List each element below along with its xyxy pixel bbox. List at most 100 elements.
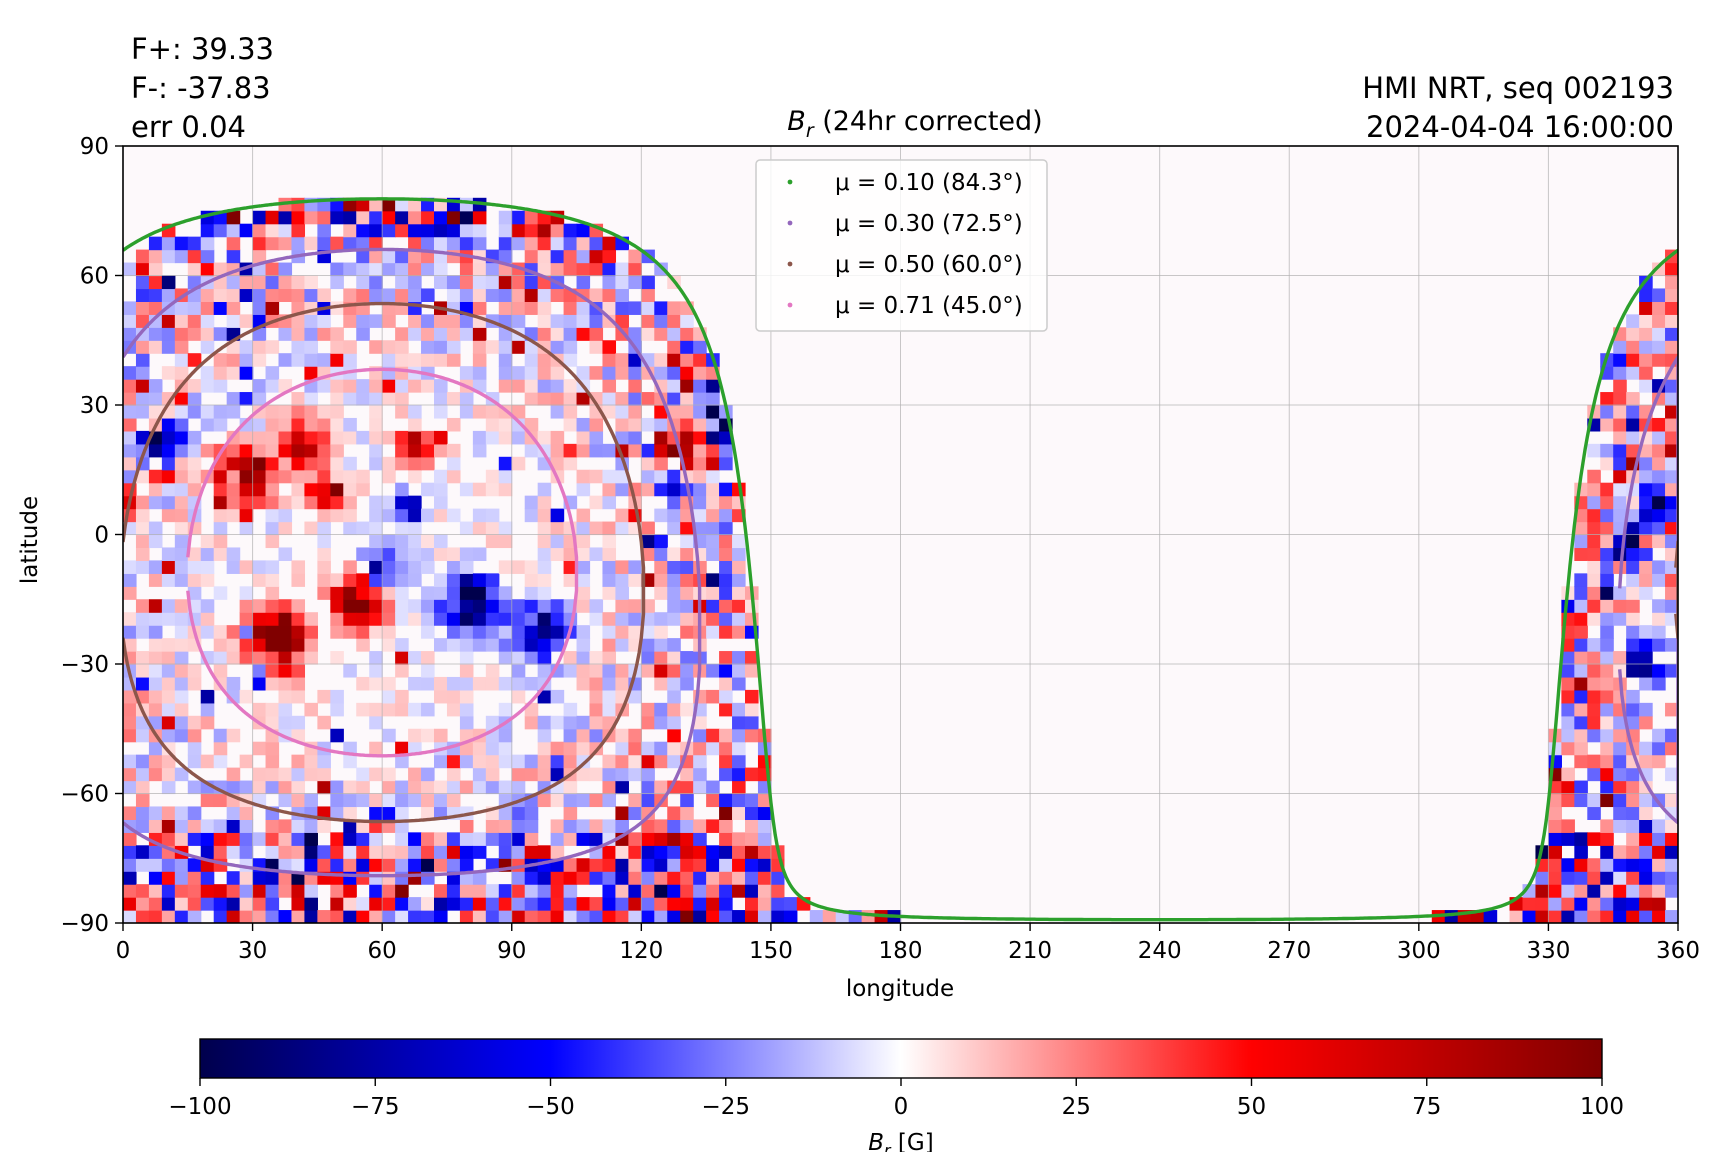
heatmap-cell [239,430,254,445]
heatmap-cell [1587,443,1601,458]
heatmap-cell [563,780,578,795]
heatmap-cell [498,599,513,613]
heatmap-cell [304,897,318,911]
heatmap-cell [1548,884,1562,898]
heatmap-cell [434,495,448,510]
heatmap-cell [1665,405,1678,419]
heatmap-cell [356,573,370,587]
heatmap-cell [641,884,655,898]
heatmap-cell [1626,897,1640,911]
heatmap-cell [641,314,655,328]
heatmap-cell [589,767,604,782]
heatmap-cell [472,845,487,859]
heatmap-cell [187,884,202,898]
heatmap-cell [550,845,565,859]
heatmap-cell [511,676,526,691]
heatmap-cell [123,858,137,872]
heatmap-cell [615,638,629,652]
heatmap-cell [434,780,448,795]
heatmap-cell [511,223,526,238]
heatmap-cell [446,689,461,704]
heatmap-cell [148,534,163,549]
heatmap-cell [434,689,448,704]
heatmap-cell [187,443,202,458]
legend-label: μ = 0.10 (84.3°) [835,170,1023,196]
heatmap-cell [356,676,370,691]
mu-contour-0.50 [1674,540,1678,640]
heatmap-cell [291,456,306,471]
heatmap-cell [1561,884,1575,898]
heatmap-cell [602,845,617,859]
heatmap-cell [1626,586,1640,600]
heatmap-cell [1600,508,1614,523]
heatmap-cell [719,676,733,691]
heatmap-cell [1626,625,1640,639]
heatmap-cell [1613,651,1627,665]
heatmap-cell [317,845,331,859]
heatmap-cell [226,806,241,820]
heatmap-cell [719,741,733,756]
heatmap-cell [1665,392,1678,406]
heatmap-cell [343,884,357,898]
heatmap-cell [330,897,344,911]
heatmap-cell [369,223,383,238]
heatmap-cell [472,638,487,652]
heatmap-cell [680,443,694,458]
heatmap-cell [174,689,189,704]
heatmap-cell [408,314,422,328]
heatmap-cell [395,897,409,911]
heatmap-cell [356,638,370,652]
heatmap-cell [576,625,591,639]
heatmap-cell [1626,767,1640,782]
heatmap-cell [408,767,422,782]
heatmap-cell [161,443,176,458]
heatmap-cell [226,314,241,328]
heatmap-cell [524,353,539,367]
heatmap-cell [252,884,267,898]
heatmap-cell [1665,534,1678,549]
heatmap-cell [187,664,202,678]
heatmap-cell [1639,547,1653,561]
heatmap-cell [719,508,733,523]
observation-info: HMI NRT, seq 002193 2024-04-04 16:00:00 [1362,69,1674,147]
heatmap-cell [472,871,487,885]
heatmap-cell [135,547,150,561]
heatmap-cell [576,275,591,290]
heatmap-cell [1665,301,1678,315]
heatmap-cell [524,819,539,833]
heatmap-cell [278,689,293,704]
heatmap-cell [123,443,137,458]
heatmap-cell [161,638,176,652]
heatmap-cell [369,586,383,600]
heatmap-cell [174,676,189,691]
heatmap-cell [239,910,254,923]
heatmap-cell [187,573,202,587]
heatmap-cell [1665,586,1678,600]
heatmap-cell [485,832,500,846]
heatmap-cell [265,871,280,885]
heatmap-cell [602,340,617,354]
heatmap-cell [459,625,474,639]
heatmap-cell [148,625,163,639]
heatmap-cell [628,262,642,277]
heatmap-cell [265,754,280,769]
heatmap-cell [706,884,720,898]
heatmap-cell [628,897,642,911]
heatmap-cell [174,702,189,717]
heatmap-cell [187,728,202,743]
heatmap-cell [602,871,617,885]
heatmap-cell [1639,897,1653,911]
heatmap-cell [576,728,591,743]
heatmap-cell [485,573,500,587]
heatmap-cell [524,379,539,393]
heatmap-cell [343,871,357,885]
heatmap-cell [667,871,681,885]
heatmap-cell [317,327,331,341]
heatmap-cell [745,702,759,717]
heatmap-cell [408,651,422,665]
heatmap-cell [576,651,591,665]
heatmap-cell [174,508,189,523]
heatmap-cell [602,262,617,277]
heatmap-cell [408,547,422,561]
heatmap-cell [589,832,604,846]
